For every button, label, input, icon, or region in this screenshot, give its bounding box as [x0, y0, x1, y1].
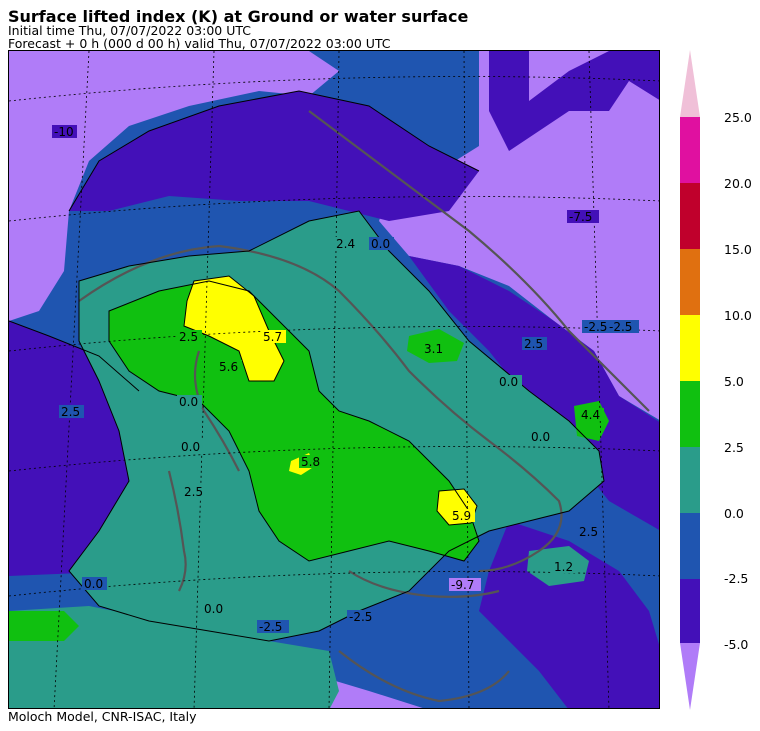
field-band-teal-sea [9, 606, 339, 708]
contour-label-bg [177, 330, 202, 343]
field-band-alps [69, 91, 479, 221]
contour-label-bg [299, 455, 324, 468]
contour-label: 1.2 [554, 560, 573, 574]
contour-label: -2.5 [259, 620, 282, 634]
map-canvas: -10 2.4 0.0 -7.5 5.7 2.5 5.6 0.0 3.1 2.5 0.0 4.4 0.0… [9, 51, 659, 708]
legend-colorbar [680, 50, 700, 710]
contour-label: -2.5 [349, 610, 372, 624]
contour-label: 0.0 [531, 430, 550, 444]
contour-label-bg [202, 602, 227, 615]
field-band-southeast [479, 521, 659, 708]
legend-tick-label: 10.0 [724, 308, 752, 323]
contour-label: 2.5 [184, 485, 203, 499]
field-band-east [489, 51, 659, 151]
model-credit: Moloch Model, CNR-ISAC, Italy [8, 709, 197, 724]
contour-label: -9.7 [451, 578, 474, 592]
contour-label-bg [529, 430, 554, 443]
forecast-valid-label: Forecast + 0 h (000 d 00 h) valid Thu, 0… [8, 36, 391, 51]
legend-arrow-bottom [680, 643, 700, 710]
contour-label: -2.5 [584, 320, 607, 334]
contour-label: 2.5 [179, 330, 198, 344]
contour-label-bg [567, 210, 599, 223]
contour-lines [9, 90, 605, 642]
contour-label: -10 [54, 125, 74, 139]
contour-label-bg [522, 337, 547, 350]
contour-label: 5.6 [219, 360, 238, 374]
contour-label-bg [347, 610, 379, 623]
legend-band-2.5-5 [680, 381, 700, 447]
contour-label: 0.0 [181, 440, 200, 454]
contour-labels: -10 2.4 0.0 -7.5 5.7 2.5 5.6 0.0 3.1 2.5 0.0 4.4 0.0… [52, 125, 639, 634]
field-band-green-main [109, 281, 479, 561]
contour-label-bg [334, 237, 359, 250]
contour-label-bg [579, 408, 604, 421]
field-band-yellow-north [184, 276, 284, 381]
contour-label-bg [582, 320, 614, 333]
contour-label: 3.1 [424, 342, 443, 356]
legend-band-minus5-minus2.5 [680, 579, 700, 643]
legend-band-5-10 [680, 315, 700, 381]
legend-tick-label: -5.0 [724, 637, 749, 652]
legend-tick-label: -2.5 [724, 571, 749, 586]
contour-label: 0.0 [179, 395, 198, 409]
contour-label-bg [369, 237, 394, 250]
contour-label: 0.0 [204, 602, 223, 616]
contour-label: 5.9 [452, 509, 471, 523]
contour-label-bg [450, 509, 475, 522]
field-region-alps-west [9, 51, 339, 321]
contour-label-bg [217, 360, 242, 373]
weather-map[interactable]: -10 2.4 0.0 -7.5 5.7 2.5 5.6 0.0 3.1 2.5 0.0 4.4 0.0… [8, 50, 660, 709]
contour-label-bg [552, 560, 577, 573]
contour-label-bg [82, 577, 107, 590]
contour-label-bg [449, 578, 481, 591]
contour-label: 0.0 [84, 577, 103, 591]
initial-time-label: Initial time Thu, 07/07/2022 03:00 UTC [8, 23, 251, 38]
contour-label: 2.5 [524, 337, 543, 351]
contour-label: 0.0 [499, 375, 518, 389]
legend-tick-label: 2.5 [724, 440, 744, 455]
legend-band-0-2.5 [680, 447, 700, 513]
contour-label: 2.5 [61, 405, 80, 419]
legend-tick-label: 15.0 [724, 242, 752, 257]
legend-band-20-25 [680, 117, 700, 183]
map-title: Surface lifted index (K) at Ground or wa… [8, 7, 469, 26]
coastlines [78, 110, 650, 703]
field-band-green-corner [9, 611, 79, 641]
contour-label: -2.5 [609, 320, 632, 334]
legend-band-15-20 [680, 183, 700, 249]
legend-arrow-top [680, 50, 700, 117]
contour-label: 5.8 [301, 455, 320, 469]
contour-label-bg [59, 405, 84, 418]
contour-label-bg [261, 330, 286, 343]
legend-tick-label: 25.0 [724, 110, 752, 125]
contour-label: 4.4 [581, 408, 600, 422]
contour-label: 5.7 [263, 330, 282, 344]
contour-label-bg [257, 620, 289, 633]
contour-label-bg [497, 375, 522, 388]
contour-label: 2.5 [579, 525, 598, 539]
legend-tick-label: 0.0 [724, 506, 744, 521]
legend-band-minus2.5-0 [680, 513, 700, 579]
contour-label: 0.0 [371, 237, 390, 251]
contour-label: 2.4 [336, 237, 355, 251]
contour-label: -7.5 [569, 210, 592, 224]
legend-band-10-15 [680, 249, 700, 315]
legend-tick-label: 5.0 [724, 374, 744, 389]
contour-label-bg [422, 342, 447, 355]
contour-label-bg [182, 485, 207, 498]
contour-label-bg [607, 320, 639, 333]
contour-label-bg [577, 525, 602, 538]
contour-label-bg [177, 395, 202, 408]
legend-tick-label: 20.0 [724, 176, 752, 191]
color-legend: 25.0 20.0 15.0 10.0 5.0 2.5 0.0 -2.5 -5.0 [676, 50, 760, 710]
contour-label-bg [52, 125, 77, 138]
contour-label-bg [179, 440, 204, 453]
